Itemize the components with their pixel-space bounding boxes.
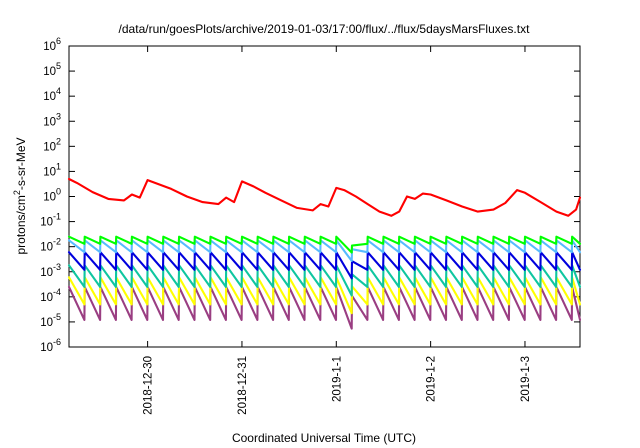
y-tick-label: 100 (43, 187, 61, 204)
y-tick-label: 10-5 (40, 312, 61, 329)
x-axis-title: Coordinated Universal Time (UTC) (232, 431, 416, 445)
series-line (67, 239, 582, 262)
series-group (67, 177, 582, 330)
y-axis-title: protons/cm2-s-sr-MeV (12, 137, 28, 254)
chart-title: /data/run/goesPlots/archive/2019-01-03/1… (119, 22, 531, 36)
series-line (67, 235, 582, 254)
y-tick-label: 104 (43, 86, 61, 103)
y-tick-label: 10-6 (40, 337, 61, 354)
series-line (67, 251, 582, 280)
y-tick-label: 10-1 (40, 212, 61, 229)
x-tick-label: 2018-12-31 (237, 356, 249, 415)
series-line (67, 285, 582, 330)
y-tick-label: 101 (43, 161, 61, 178)
x-tick-label: 2019-1-3 (520, 356, 532, 402)
y-tick-label: 105 (43, 61, 61, 78)
series-line (67, 264, 582, 297)
series-line (67, 276, 582, 315)
y-axis: 10-6 10-5 10-4 10-3 10-2 10-1 100 101 102 103 104 1… (40, 36, 580, 354)
y-tick-label: 103 (43, 111, 61, 128)
x-tick-label: 2018-12-30 (143, 356, 155, 415)
series-line (67, 177, 582, 217)
x-axis: 2018-12-30 2018-12-31 2019-1-1 2019-1-2 2019… (143, 46, 532, 415)
x-tick-label: 2019-1-1 (331, 356, 343, 402)
y-tick-label: 102 (43, 136, 61, 153)
y-tick-label: 10-2 (40, 237, 61, 254)
y-tick-label: 10-4 (40, 287, 61, 304)
y-tick-label: 106 (43, 36, 61, 53)
x-tick-label: 2019-1-2 (426, 356, 438, 402)
y-tick-label: 10-3 (40, 262, 61, 279)
